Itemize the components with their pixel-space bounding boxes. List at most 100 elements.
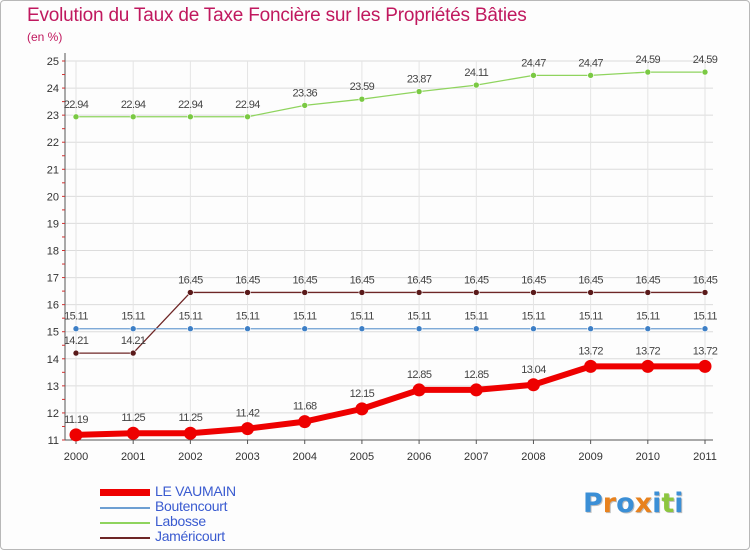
y-tick-label: 24 (47, 83, 59, 95)
data-point-labosse (415, 88, 423, 95)
series-line-le-vaumain (73, 363, 708, 438)
data-point-le-vaumain (126, 426, 140, 440)
data-point-boutencourt (415, 325, 423, 333)
data-label-jam-ricourt: 16.45 (292, 274, 317, 286)
x-tick-label: 2007 (464, 451, 488, 463)
data-label-labosse: 22.94 (121, 99, 146, 111)
series-line-jam-ricourt (75, 291, 706, 354)
y-tick-label: 19 (47, 218, 59, 230)
data-point-boutencourt (72, 325, 80, 333)
data-label-boutencourt: 15.11 (579, 311, 603, 323)
data-label-boutencourt: 15.11 (179, 311, 203, 323)
data-label-jam-ricourt: 16.45 (350, 274, 375, 286)
data-point-boutencourt (301, 325, 309, 333)
data-label-boutencourt: 15.11 (693, 311, 717, 323)
data-label-jam-ricourt: 14.21 (121, 335, 146, 347)
x-tick-label: 2004 (292, 451, 316, 463)
data-label-le-vaumain: 12.15 (350, 388, 375, 400)
data-point-boutencourt (358, 325, 366, 333)
data-label-boutencourt: 15.11 (293, 311, 317, 323)
data-label-le-vaumain: 13.04 (521, 364, 546, 376)
data-label-jam-ricourt: 16.45 (235, 274, 260, 286)
y-tick-label: 15 (47, 327, 59, 339)
series-line-labosse (75, 71, 706, 118)
data-label-labosse: 23.87 (407, 74, 432, 86)
data-label-labosse: 22.94 (64, 99, 89, 111)
data-point-jam-ricourt (644, 289, 652, 296)
data-label-jam-ricourt: 16.45 (636, 274, 661, 286)
data-label-labosse: 24.11 (464, 67, 488, 79)
data-label-labosse: 24.59 (636, 54, 661, 66)
data-point-boutencourt (530, 325, 537, 333)
data-point-labosse (587, 72, 594, 79)
legend-swatch (100, 489, 150, 496)
x-tick-label: 2000 (64, 451, 88, 463)
legend-label: Jaméricourt (155, 528, 225, 544)
data-label-labosse: 22.94 (178, 99, 203, 111)
logo-letter: o (616, 488, 635, 519)
data-point-jam-ricourt (244, 289, 251, 296)
logo-letter: P (583, 488, 603, 519)
logo-letter: i (674, 488, 684, 519)
data-point-boutencourt (472, 325, 480, 333)
data-point-boutencourt (129, 325, 137, 333)
data-point-le-vaumain (69, 428, 83, 442)
data-point-labosse (301, 102, 309, 109)
legend-swatch (100, 522, 150, 524)
logo-letter: x (634, 488, 653, 519)
data-point-boutencourt (644, 325, 652, 333)
data-point-jam-ricourt (415, 289, 423, 296)
data-label-labosse: 24.47 (578, 57, 603, 69)
x-tick-label: 2003 (235, 451, 259, 463)
data-point-labosse (187, 113, 194, 121)
data-point-labosse (530, 72, 537, 79)
data-label-le-vaumain: 11.68 (293, 401, 317, 413)
x-tick-label: 2005 (350, 451, 374, 463)
data-label-jam-ricourt: 16.45 (578, 274, 603, 286)
data-point-le-vaumain (355, 402, 369, 416)
data-point-boutencourt (187, 325, 194, 333)
logo-letter: t (661, 488, 675, 519)
data-point-boutencourt (244, 325, 251, 333)
y-tick-label: 22 (47, 137, 59, 149)
data-point-boutencourt (701, 325, 709, 333)
data-point-labosse (244, 113, 251, 121)
data-point-jam-ricourt (129, 349, 137, 357)
x-tick-label: 2010 (636, 451, 660, 463)
data-point-le-vaumain (412, 383, 426, 397)
legend-label: Labosse (155, 513, 206, 529)
data-label-le-vaumain: 13.72 (636, 345, 661, 357)
data-label-jam-ricourt: 16.45 (407, 274, 432, 286)
data-point-le-vaumain (183, 426, 197, 440)
data-label-boutencourt: 15.11 (236, 311, 260, 323)
data-label-boutencourt: 15.11 (636, 311, 660, 323)
data-point-le-vaumain (241, 422, 255, 436)
data-point-labosse (72, 113, 80, 121)
data-point-labosse (472, 81, 480, 89)
data-point-jam-ricourt (358, 289, 366, 296)
data-label-le-vaumain: 11.19 (64, 414, 88, 426)
data-label-labosse: 24.47 (521, 57, 546, 69)
logo-letter: i (652, 488, 662, 519)
y-tick-label: 25 (47, 56, 59, 68)
y-tick-label: 17 (47, 273, 59, 285)
data-point-labosse (644, 68, 652, 76)
data-point-jam-ricourt (530, 289, 537, 296)
data-label-le-vaumain: 11.42 (236, 408, 260, 420)
data-label-le-vaumain: 13.72 (693, 345, 718, 357)
data-label-jam-ricourt: 14.21 (64, 335, 89, 347)
legend-label: Boutencourt (155, 498, 228, 514)
y-tick-label: 21 (47, 164, 59, 176)
data-label-le-vaumain: 12.85 (464, 369, 489, 381)
data-point-le-vaumain (641, 359, 655, 373)
chart-subtitle: (en %) (27, 30, 63, 44)
x-tick-label: 2008 (521, 451, 545, 463)
proxiti-logo: Proxiti (583, 488, 684, 519)
data-label-boutencourt: 15.11 (464, 311, 488, 323)
legend-swatch (100, 537, 150, 539)
data-point-jam-ricourt (301, 289, 309, 296)
data-label-boutencourt: 15.11 (350, 311, 374, 323)
x-tick-label: 2002 (178, 451, 202, 463)
logo-letter: r (602, 488, 617, 519)
